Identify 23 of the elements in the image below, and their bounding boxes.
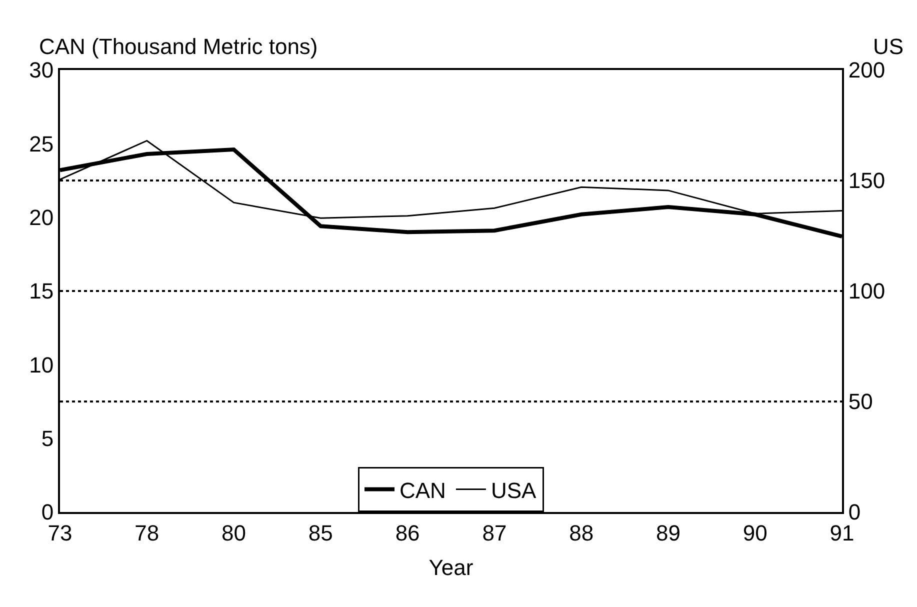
x-tick-label: 80 xyxy=(222,520,246,546)
y2-tick-label: 50 xyxy=(848,389,873,414)
y2-tick-label: 150 xyxy=(848,168,886,194)
x-tick-label: 87 xyxy=(482,520,507,546)
x-tick-label: 78 xyxy=(134,520,160,546)
legend-label: USA xyxy=(490,478,537,503)
y-tick-label: 10 xyxy=(29,352,54,378)
y-tick-label: 5 xyxy=(41,426,54,452)
x-tick-label: 88 xyxy=(569,520,594,546)
y-tick-label: 25 xyxy=(29,131,54,156)
y-tick-label: 15 xyxy=(29,278,54,304)
x-tick-label: 85 xyxy=(308,520,333,546)
y2-axis-title: US xyxy=(873,34,904,59)
y2-tick-label: 200 xyxy=(848,58,886,83)
y-tick-label: 20 xyxy=(29,205,54,230)
y2-tick-label: 100 xyxy=(848,278,886,304)
y-tick-label: 30 xyxy=(29,58,54,83)
x-tick-label: 89 xyxy=(656,520,680,546)
x-axis-title: Year xyxy=(428,554,474,580)
x-tick-label: 86 xyxy=(395,520,420,546)
x-tick-label: 90 xyxy=(742,520,768,546)
legend-label: CAN xyxy=(400,478,446,503)
y-axis-title: CAN (Thousand Metric tons) xyxy=(39,34,318,59)
